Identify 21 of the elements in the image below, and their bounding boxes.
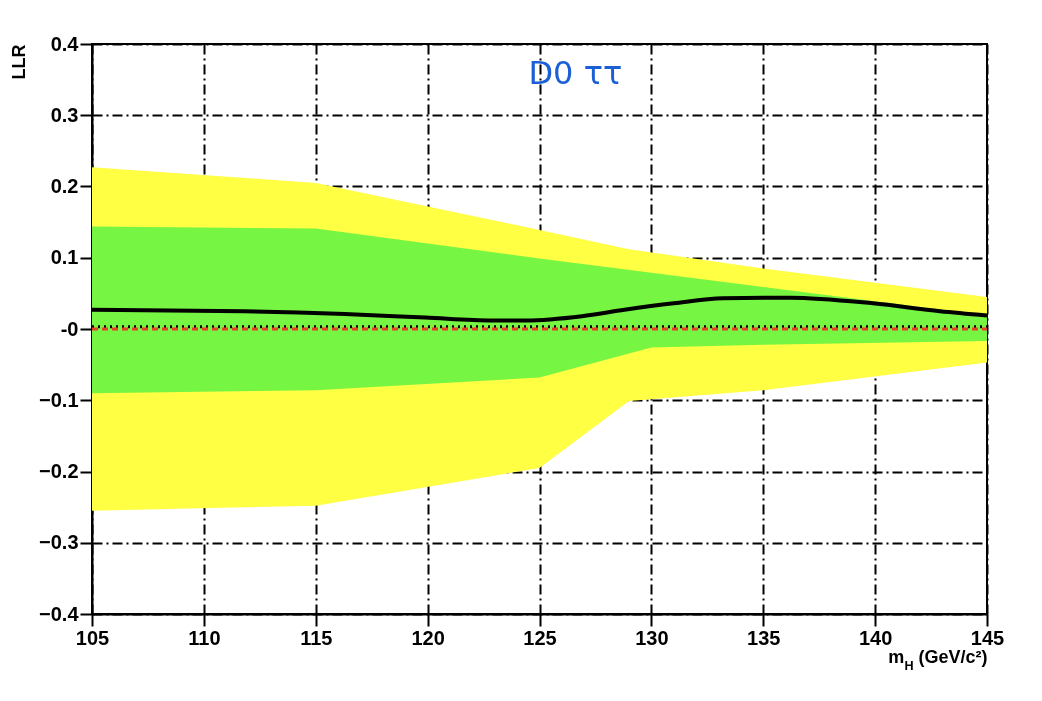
- x-tick-label: 110: [188, 626, 221, 649]
- y-tick-label: −0.1: [39, 388, 79, 411]
- y-tick-label: 0.1: [50, 246, 79, 269]
- y-tick-label: −0.4: [39, 602, 80, 625]
- x-tick-label: 120: [411, 626, 445, 649]
- x-tick-label: 145: [970, 626, 1005, 649]
- y-tick-label: −0.3: [39, 531, 79, 554]
- x-tick-label: 125: [523, 626, 557, 649]
- y-tick-label: 0.4: [50, 32, 80, 55]
- y-tick-label: −0.2: [39, 460, 79, 482]
- annotation: D0 ττ: [528, 54, 623, 92]
- x-tick-label: 115: [300, 626, 333, 649]
- y-tick-label: 0.3: [50, 103, 79, 126]
- y-tick-label: -0: [60, 317, 79, 340]
- x-tick-label: 105: [75, 626, 110, 649]
- y-tick-label: 0.2: [50, 175, 79, 197]
- x-axis-title: m$_{H}$ (GeV/c²): [888, 646, 988, 673]
- y-axis-title: LLR: [9, 44, 30, 80]
- x-tick-label: 135: [747, 626, 781, 649]
- x-tick-label: 140: [858, 626, 893, 649]
- x-tick-label: 130: [635, 626, 669, 649]
